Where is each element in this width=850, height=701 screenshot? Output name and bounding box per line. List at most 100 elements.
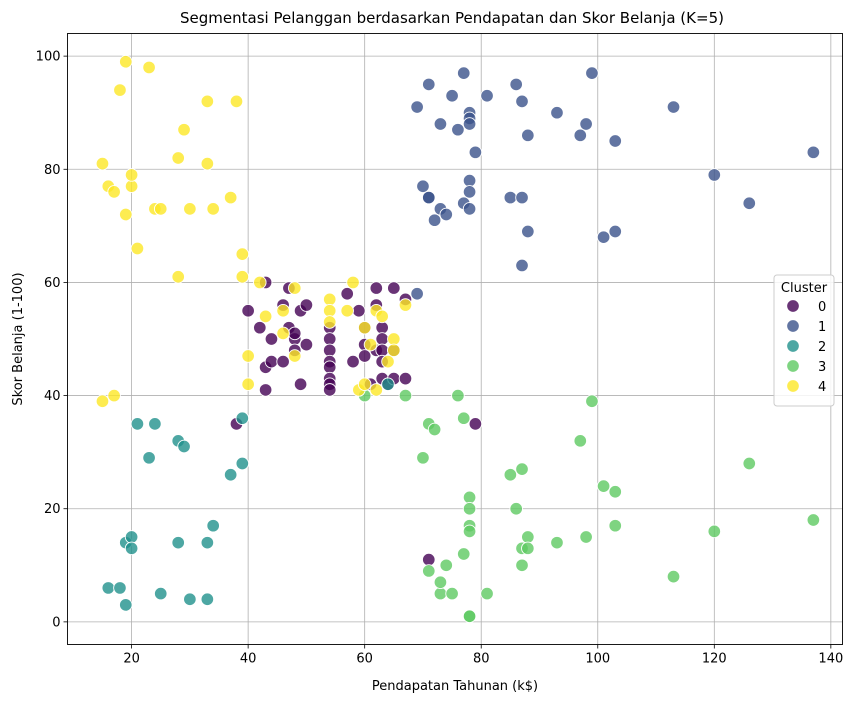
data-point-cluster-4 (124, 179, 139, 193)
data-point-cluster-4 (276, 326, 290, 341)
data-point-cluster-3 (433, 586, 448, 601)
x-tick-label: 120 (702, 652, 727, 667)
data-point-cluster-0 (322, 360, 337, 375)
data-point-cluster-4 (276, 303, 290, 318)
data-point-cluster-1 (462, 117, 477, 131)
legend-marker-1 (786, 319, 800, 333)
data-point-cluster-2 (183, 592, 197, 606)
data-point-cluster-1 (521, 224, 535, 239)
data-point-cluster-3 (398, 388, 413, 403)
data-point-cluster-2 (223, 468, 238, 482)
data-point-cluster-4 (119, 207, 133, 222)
legend-marker-3 (786, 359, 800, 373)
data-point-cluster-4 (119, 55, 133, 69)
x-tick-label: 80 (473, 652, 490, 667)
data-point-cluster-2 (235, 411, 250, 425)
data-point-cluster-2 (124, 530, 139, 544)
y-tick-label: 80 (44, 163, 61, 178)
data-point-cluster-0 (322, 343, 337, 358)
data-point-cluster-2 (200, 592, 215, 606)
data-point-cluster-2 (113, 581, 127, 595)
data-point-cluster-1 (573, 128, 588, 143)
data-point-cluster-4 (206, 202, 220, 216)
data-point-cluster-0 (369, 281, 384, 295)
data-point-cluster-3 (480, 586, 494, 601)
y-axis-label: Skor Belanja (1-100) (11, 272, 26, 405)
data-point-cluster-4 (357, 377, 372, 392)
data-point-cluster-3 (422, 564, 436, 578)
data-point-cluster-1 (427, 213, 442, 227)
legend-marker-0 (786, 299, 800, 313)
grid-lines (67, 33, 843, 645)
data-point-cluster-2 (235, 456, 250, 471)
data-point-cluster-3 (608, 518, 622, 533)
data-point-cluster-4 (171, 151, 185, 165)
data-point-cluster-0 (299, 298, 314, 312)
data-point-cluster-1 (462, 173, 477, 188)
data-point-cluster-1 (608, 224, 622, 239)
data-point-cluster-4 (322, 292, 337, 307)
data-point-cluster-4 (363, 337, 378, 352)
data-point-cluster-0 (375, 343, 389, 358)
data-point-cluster-3 (550, 535, 564, 550)
data-point-cluster-2 (177, 439, 191, 454)
data-point-cluster-3 (439, 558, 454, 573)
data-point-cluster-2 (206, 518, 220, 533)
x-tick-label: 40 (240, 652, 257, 667)
data-point-cluster-4 (381, 354, 395, 369)
data-point-cluster-4 (369, 383, 384, 397)
data-point-cluster-1 (806, 145, 821, 160)
data-point-cluster-4 (171, 270, 185, 284)
data-point-cluster-3 (521, 530, 535, 544)
legend-label-1: 1 (818, 320, 826, 335)
y-axis-ticks: 0 20 40 60 80 100 (36, 50, 68, 630)
data-point-cluster-4 (124, 168, 139, 182)
data-point-cluster-1 (509, 77, 523, 92)
data-point-cluster-4 (95, 394, 110, 408)
data-point-cluster-0 (264, 354, 279, 369)
data-point-cluster-2 (124, 541, 139, 556)
data-point-cluster-3 (416, 451, 430, 465)
data-point-cluster-1 (439, 207, 454, 222)
data-point-cluster-3 (707, 524, 722, 539)
data-point-cluster-4 (253, 275, 267, 290)
data-point-cluster-3 (456, 547, 471, 561)
data-point-cluster-4 (258, 309, 273, 324)
data-point-cluster-3 (515, 462, 529, 476)
data-point-cluster-0 (299, 337, 314, 352)
data-point-cluster-2 (381, 377, 395, 392)
data-point-cluster-2 (119, 598, 133, 612)
data-point-cluster-1 (521, 128, 535, 143)
data-point-cluster-1 (596, 230, 611, 244)
data-point-cluster-4 (235, 247, 250, 261)
y-tick-label: 0 (52, 615, 60, 630)
data-point-cluster-0 (241, 303, 255, 318)
data-point-cluster-4 (200, 156, 215, 171)
data-point-cluster-1 (515, 258, 529, 273)
x-axis-ticks: 20 40 60 80 100 120 140 (123, 644, 843, 667)
chart-title: Segmentasi Pelanggan berdasarkan Pendapa… (180, 9, 724, 27)
data-point-cluster-4 (177, 122, 191, 137)
legend-marker-2 (786, 339, 800, 353)
data-point-cluster-1 (515, 94, 529, 109)
data-point-cluster-4 (398, 298, 413, 312)
data-point-cluster-1 (462, 202, 477, 216)
data-point-cluster-4 (288, 281, 302, 295)
data-point-cluster-4 (322, 315, 337, 329)
data-point-cluster-1 (742, 196, 757, 210)
data-point-cluster-3 (666, 569, 681, 584)
legend-label-0: 0 (818, 300, 826, 315)
data-point-cluster-0 (468, 417, 483, 431)
data-point-cluster-0 (357, 349, 372, 363)
data-point-cluster-0 (340, 286, 354, 301)
data-point-cluster-1 (515, 190, 529, 205)
data-point-cluster-0 (352, 303, 366, 318)
x-tick-label: 140 (818, 652, 843, 667)
data-point-cluster-0 (346, 354, 360, 369)
data-point-cluster-0 (258, 383, 273, 397)
data-point-cluster-3 (433, 575, 448, 590)
data-point-cluster-0 (387, 281, 401, 295)
data-point-cluster-4 (357, 320, 372, 335)
data-point-cluster-4 (153, 202, 168, 216)
